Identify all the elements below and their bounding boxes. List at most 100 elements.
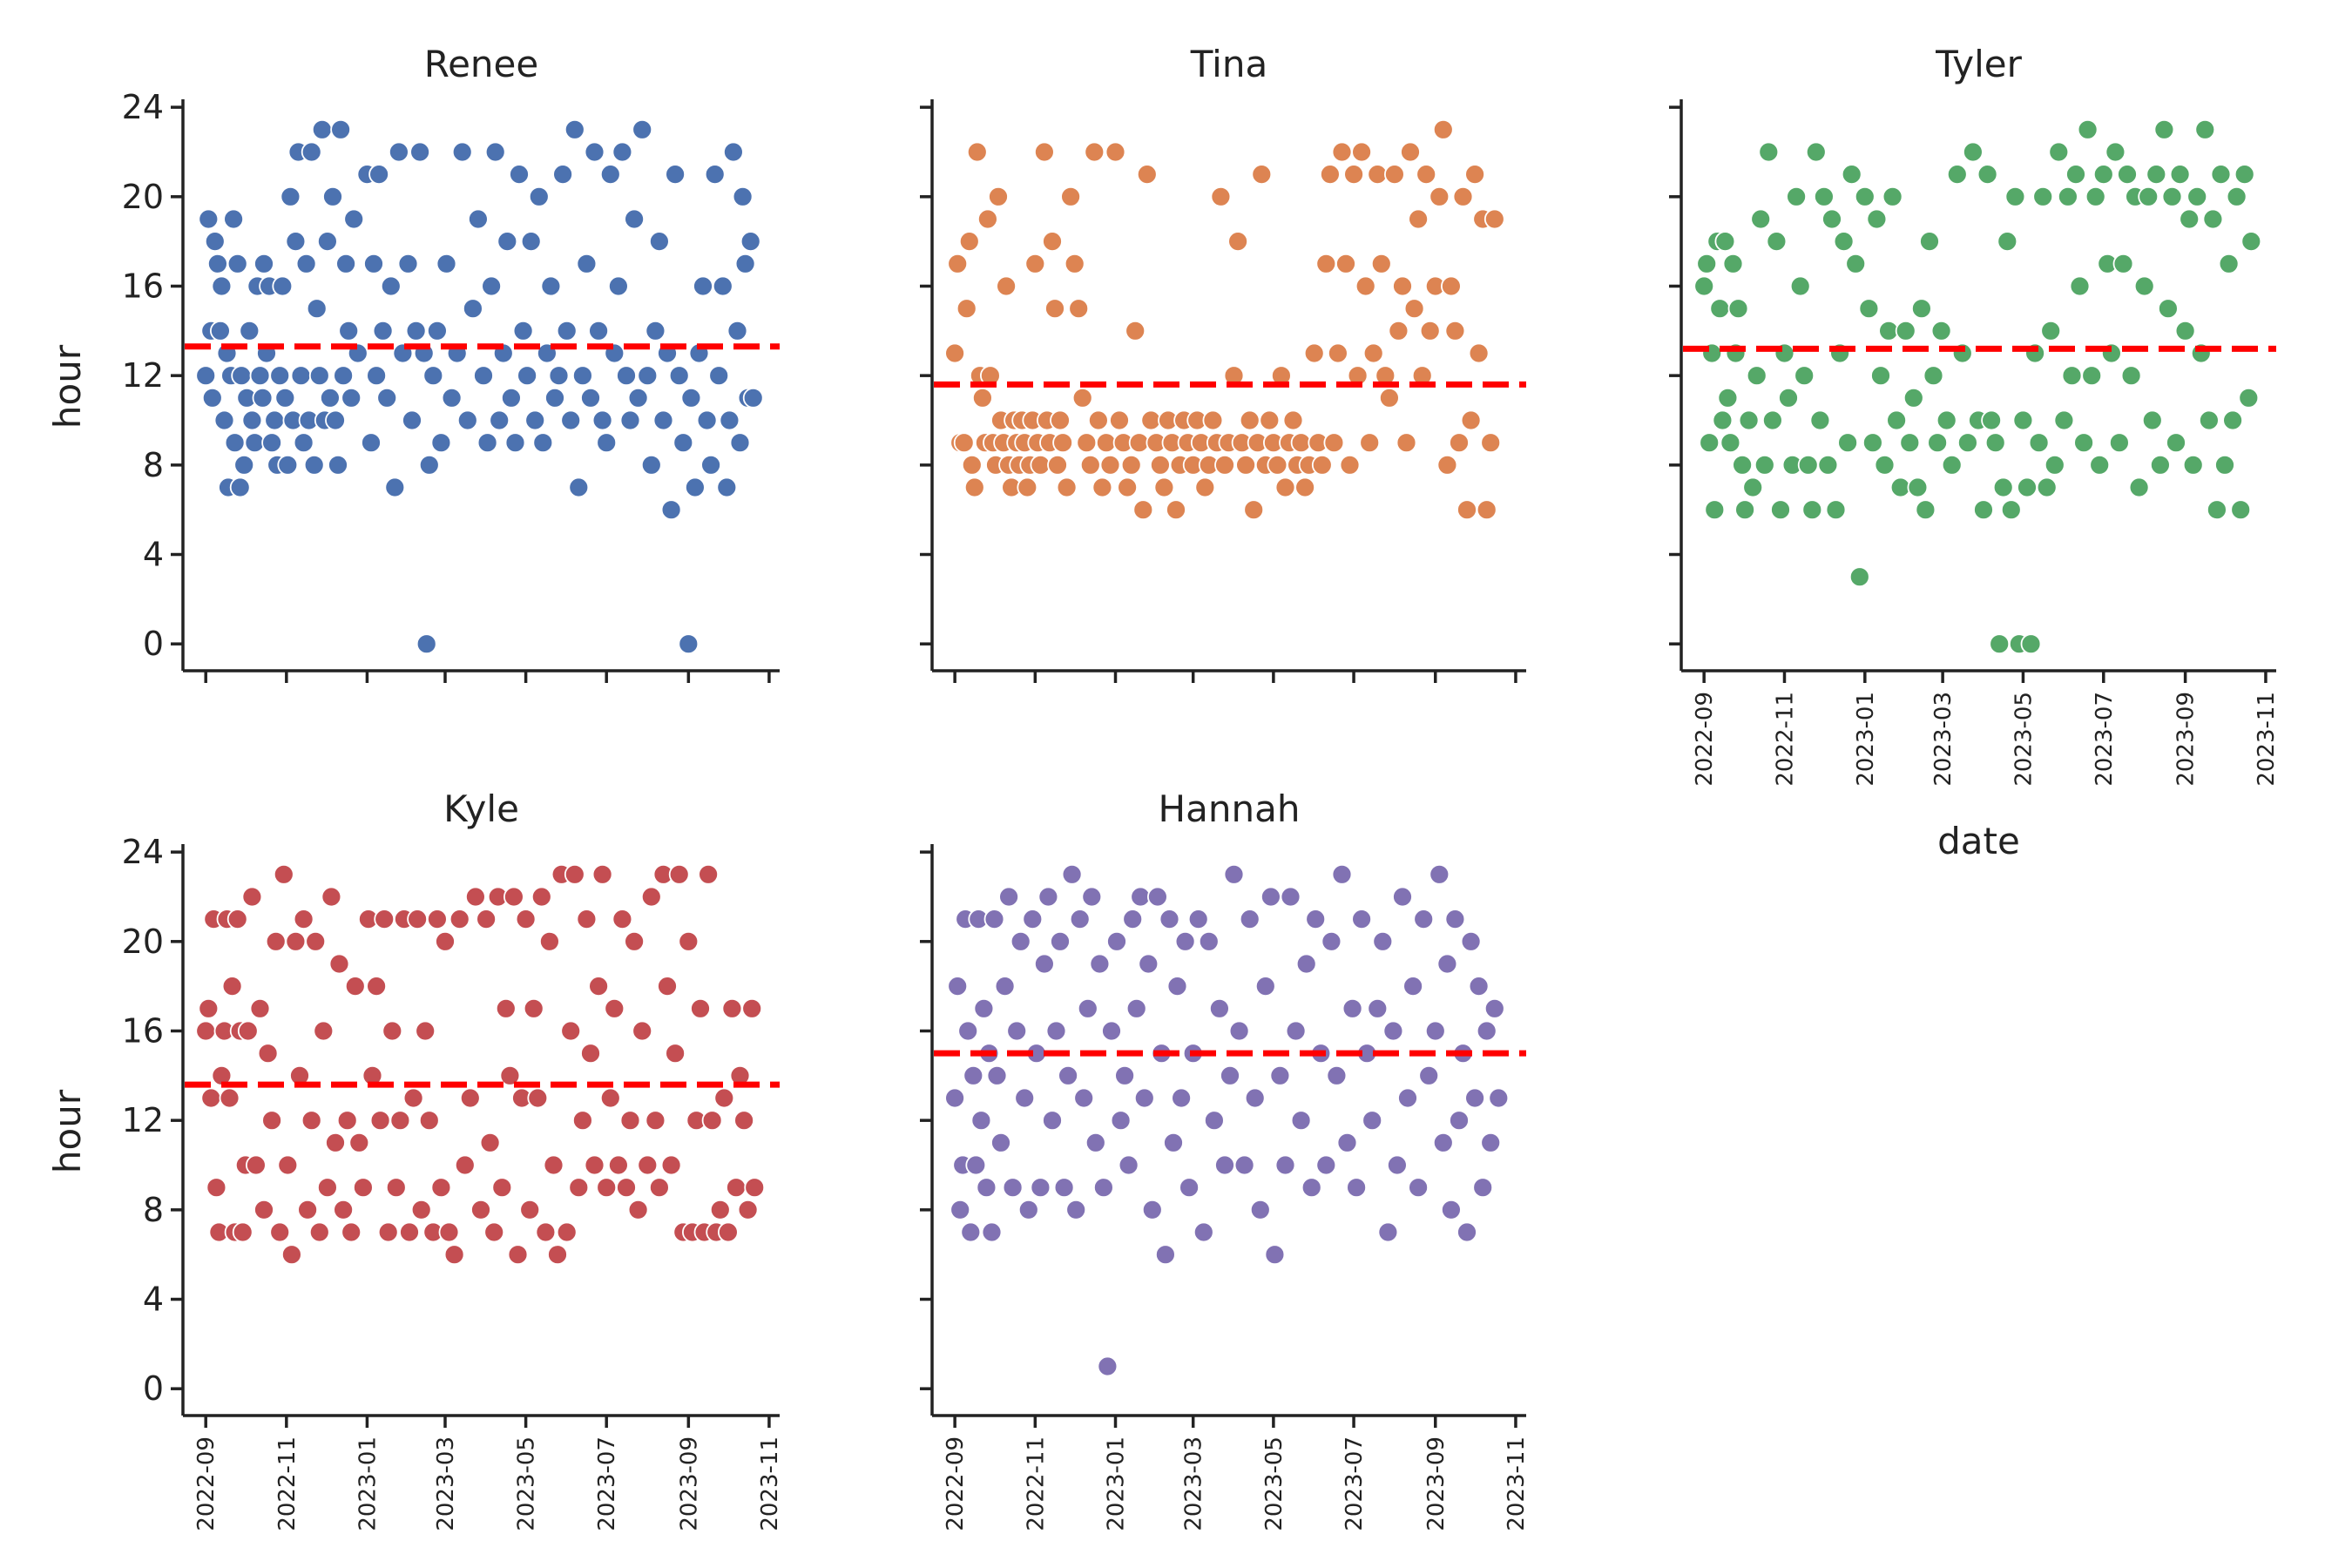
data-point bbox=[556, 320, 578, 341]
data-point bbox=[599, 164, 621, 186]
data-point bbox=[293, 432, 314, 454]
data-point bbox=[544, 387, 565, 409]
panel-tyler: Tyler 2022-09 2022-11 2023-01 2023-03 2023-05… bbox=[1669, 43, 2280, 862]
data-point bbox=[2240, 231, 2262, 253]
data-point bbox=[1096, 432, 1117, 454]
data-point bbox=[524, 409, 546, 431]
y-tick-label: 24 bbox=[122, 833, 164, 871]
data-point bbox=[1138, 953, 1159, 975]
data-point bbox=[517, 365, 537, 387]
data-point bbox=[451, 141, 473, 163]
data-point bbox=[1910, 298, 1932, 320]
data-point bbox=[1147, 886, 1168, 908]
data-point bbox=[1444, 909, 1466, 929]
data-point bbox=[249, 365, 271, 387]
y-tick-label: 16 bbox=[122, 267, 164, 305]
data-point bbox=[1174, 930, 1196, 952]
data-point bbox=[409, 141, 431, 163]
x-tick-label: 2023-01 bbox=[355, 1436, 381, 1531]
data-point bbox=[709, 1199, 731, 1220]
data-point bbox=[696, 409, 718, 431]
data-point bbox=[2073, 432, 2095, 454]
data-point bbox=[1323, 432, 1345, 454]
data-point bbox=[1456, 499, 1477, 521]
data-point bbox=[321, 886, 342, 908]
data-point bbox=[249, 997, 271, 1019]
panel-kyle: Kyle 0 4 8 12 16 20 24 2022-09 2022-11 2023-01 2023… bbox=[46, 787, 783, 1568]
data-point bbox=[1464, 164, 1485, 186]
data-point bbox=[330, 118, 352, 140]
data-point bbox=[1370, 253, 1392, 274]
data-point bbox=[668, 863, 690, 885]
data-point bbox=[612, 141, 633, 163]
data-point bbox=[988, 186, 1009, 207]
data-point bbox=[1053, 1177, 1075, 1199]
data-point bbox=[319, 387, 341, 409]
data-point bbox=[2234, 164, 2255, 186]
data-point bbox=[1895, 320, 1916, 341]
data-point bbox=[2230, 499, 2252, 521]
data-point bbox=[1331, 141, 1353, 163]
data-point bbox=[454, 1154, 476, 1176]
data-point bbox=[221, 976, 243, 997]
data-point bbox=[2218, 253, 2240, 274]
data-point bbox=[1061, 863, 1083, 885]
data-point bbox=[1305, 909, 1327, 929]
data-point bbox=[1166, 499, 1186, 521]
data-point bbox=[1079, 454, 1101, 476]
data-point bbox=[983, 909, 1005, 929]
data-point bbox=[1770, 499, 1791, 521]
data-point bbox=[640, 454, 662, 476]
data-point bbox=[285, 930, 307, 952]
data-point bbox=[209, 320, 231, 341]
data-point bbox=[588, 976, 609, 997]
data-point bbox=[1223, 863, 1245, 885]
data-point bbox=[1209, 997, 1230, 1019]
data-point bbox=[548, 365, 570, 387]
data-point bbox=[1981, 409, 2003, 431]
data-point bbox=[430, 1177, 452, 1199]
data-point bbox=[998, 886, 1019, 908]
data-point bbox=[1220, 1064, 1240, 1086]
panel-title: Tina bbox=[1190, 43, 1267, 85]
data-point bbox=[361, 432, 382, 454]
data-point bbox=[328, 953, 350, 975]
data-point bbox=[1833, 231, 1855, 253]
data-point bbox=[1704, 499, 1726, 521]
x-tick-label: 2023-11 bbox=[1504, 1436, 1530, 1531]
data-point bbox=[484, 141, 506, 163]
data-point bbox=[532, 432, 554, 454]
data-point bbox=[463, 298, 483, 320]
data-point bbox=[520, 231, 542, 253]
data-point bbox=[224, 432, 246, 454]
data-point bbox=[2004, 186, 2026, 207]
data-point bbox=[1432, 1132, 1454, 1153]
data-point bbox=[341, 1221, 362, 1243]
data-point bbox=[1468, 976, 1490, 997]
data-point bbox=[430, 432, 452, 454]
data-point bbox=[1210, 186, 1232, 207]
data-point bbox=[547, 1244, 568, 1266]
data-point bbox=[1331, 863, 1353, 885]
data-point bbox=[690, 997, 711, 1019]
data-point bbox=[1081, 886, 1103, 908]
data-point bbox=[540, 275, 562, 297]
data-point bbox=[1141, 1199, 1163, 1220]
data-point bbox=[1387, 1154, 1408, 1176]
data-point bbox=[1997, 231, 2018, 253]
data-point bbox=[1436, 953, 1458, 975]
data-point bbox=[388, 141, 409, 163]
data-point bbox=[1396, 432, 1417, 454]
data-point bbox=[1351, 909, 1372, 929]
data-point bbox=[608, 275, 629, 297]
data-point bbox=[1069, 909, 1091, 929]
data-point bbox=[257, 1043, 279, 1064]
data-point bbox=[2065, 164, 2086, 186]
data-point bbox=[637, 1154, 659, 1176]
data-point bbox=[1408, 208, 1429, 230]
data-point bbox=[672, 432, 694, 454]
data-point bbox=[336, 1110, 358, 1132]
panel-renee: Renee 0 4 8 12 16 20 24 hour bbox=[46, 43, 780, 683]
data-point bbox=[568, 476, 590, 498]
data-point bbox=[1977, 164, 1998, 186]
